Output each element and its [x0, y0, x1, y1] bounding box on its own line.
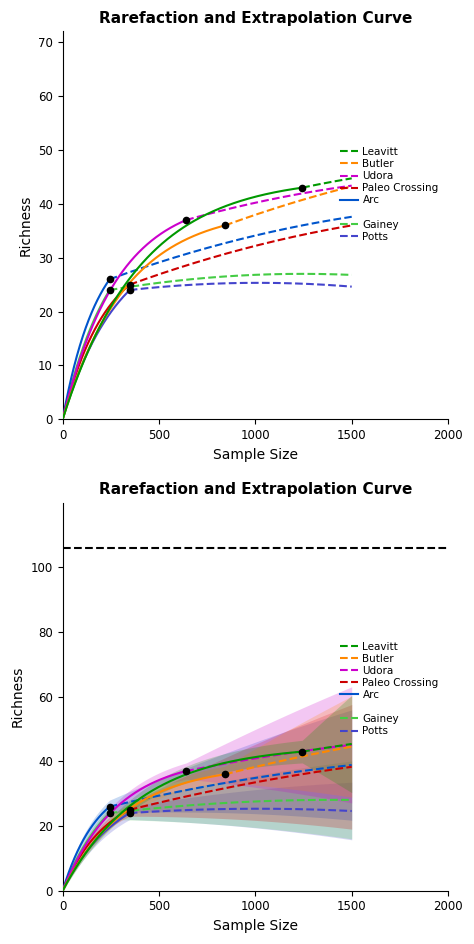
X-axis label: Sample Size: Sample Size	[213, 447, 298, 462]
Legend: Leavitt, Butler, Udora, Paleo Crossing, Arc, , Gainey, Potts: Leavitt, Butler, Udora, Paleo Crossing, …	[336, 143, 443, 245]
Title: Rarefaction and Extrapolation Curve: Rarefaction and Extrapolation Curve	[99, 482, 412, 497]
Y-axis label: Richness: Richness	[18, 194, 33, 256]
Title: Rarefaction and Extrapolation Curve: Rarefaction and Extrapolation Curve	[99, 11, 412, 26]
X-axis label: Sample Size: Sample Size	[213, 919, 298, 933]
Y-axis label: Richness: Richness	[11, 666, 25, 728]
Legend: Leavitt, Butler, Udora, Paleo Crossing, Arc, , Gainey, Potts: Leavitt, Butler, Udora, Paleo Crossing, …	[336, 637, 443, 740]
